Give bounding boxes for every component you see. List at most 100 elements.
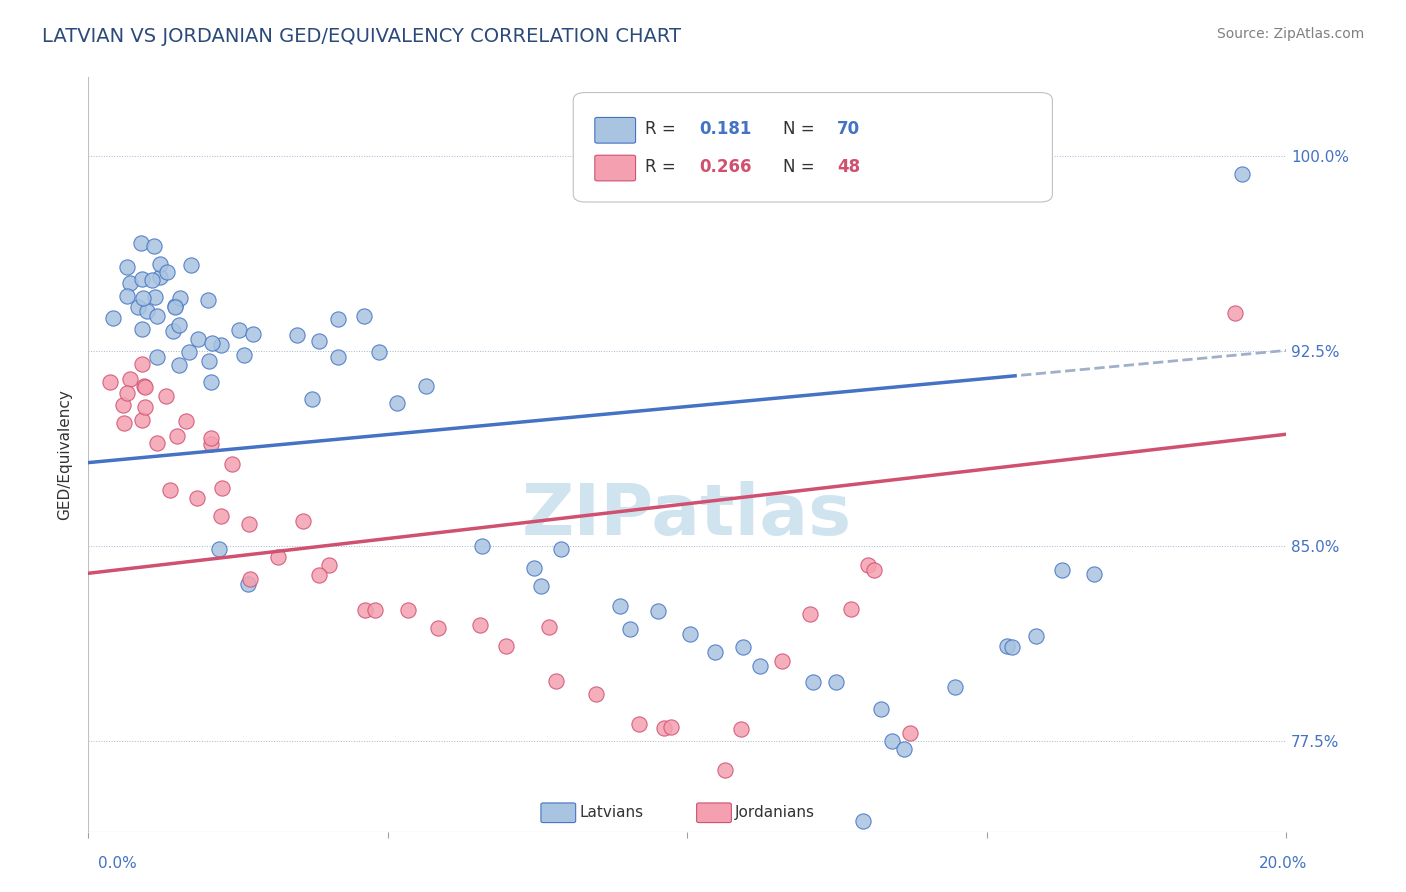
Point xyxy=(198,353,221,368)
Point xyxy=(353,309,375,323)
Point xyxy=(131,357,153,371)
Point xyxy=(228,323,250,337)
Point xyxy=(627,717,650,731)
Point xyxy=(882,734,904,748)
Point xyxy=(1230,167,1253,181)
Point xyxy=(714,763,737,777)
Point xyxy=(301,392,323,407)
Point xyxy=(176,414,198,428)
Point xyxy=(659,720,682,734)
Point xyxy=(146,350,169,364)
Point xyxy=(208,541,231,556)
Point xyxy=(149,269,172,284)
Point xyxy=(165,299,187,313)
Text: ZIPatlas: ZIPatlas xyxy=(522,481,852,549)
Point xyxy=(898,726,921,740)
Point xyxy=(544,673,567,688)
Point xyxy=(146,309,169,323)
Point xyxy=(893,741,915,756)
Y-axis label: GED/Equivalency: GED/Equivalency xyxy=(58,390,72,520)
Point xyxy=(131,322,153,336)
Point xyxy=(141,273,163,287)
Point xyxy=(159,483,181,497)
Point xyxy=(131,412,153,426)
Point xyxy=(730,723,752,737)
Point xyxy=(529,578,551,592)
Point xyxy=(619,622,641,636)
Text: N =: N = xyxy=(783,158,820,176)
Point xyxy=(134,379,156,393)
Point xyxy=(187,332,209,346)
Point xyxy=(239,572,262,586)
Point xyxy=(115,386,138,401)
Point xyxy=(145,435,167,450)
Point xyxy=(856,558,879,572)
FancyBboxPatch shape xyxy=(595,118,636,143)
Point xyxy=(201,335,224,350)
Point xyxy=(863,563,886,577)
Point xyxy=(169,318,191,332)
Point xyxy=(652,721,675,735)
Text: 0.0%: 0.0% xyxy=(98,856,138,871)
Point xyxy=(841,602,863,616)
Text: 0.266: 0.266 xyxy=(699,158,752,176)
Point xyxy=(609,599,631,614)
Point xyxy=(679,627,702,641)
Point xyxy=(292,514,315,528)
Point xyxy=(824,675,846,690)
Point xyxy=(98,375,121,389)
Text: 0.181: 0.181 xyxy=(699,120,751,137)
Point xyxy=(585,687,607,701)
Text: Jordanians: Jordanians xyxy=(735,805,815,821)
Point xyxy=(396,603,419,617)
Point xyxy=(134,380,156,394)
Point xyxy=(156,265,179,279)
FancyBboxPatch shape xyxy=(541,803,575,822)
Point xyxy=(118,372,141,386)
Text: 70: 70 xyxy=(837,120,860,137)
Point xyxy=(155,389,177,403)
Point xyxy=(149,257,172,271)
Text: 48: 48 xyxy=(837,158,860,176)
Point xyxy=(162,324,184,338)
Point xyxy=(943,680,966,694)
FancyBboxPatch shape xyxy=(595,155,636,181)
Point xyxy=(748,659,770,673)
Text: 20.0%: 20.0% xyxy=(1260,856,1308,871)
Point xyxy=(1025,629,1047,643)
Point xyxy=(285,327,308,342)
Point xyxy=(550,541,572,556)
Point xyxy=(233,348,256,362)
Point xyxy=(127,300,149,314)
Point xyxy=(367,345,389,359)
Point xyxy=(1083,566,1105,581)
Text: LATVIAN VS JORDANIAN GED/EQUIVALENCY CORRELATION CHART: LATVIAN VS JORDANIAN GED/EQUIVALENCY COR… xyxy=(42,27,681,45)
Point xyxy=(200,432,222,446)
Text: R =: R = xyxy=(645,158,681,176)
Point xyxy=(143,290,166,304)
Point xyxy=(495,640,517,654)
Point xyxy=(799,607,821,621)
Point xyxy=(169,291,191,305)
Point xyxy=(1223,306,1246,320)
Point xyxy=(308,334,330,348)
Text: N =: N = xyxy=(783,120,820,137)
Point xyxy=(131,272,153,286)
Point xyxy=(236,577,259,591)
Point xyxy=(134,400,156,414)
Point xyxy=(167,358,190,372)
FancyBboxPatch shape xyxy=(574,93,1052,202)
Text: Source: ZipAtlas.com: Source: ZipAtlas.com xyxy=(1216,27,1364,41)
Point xyxy=(426,621,449,635)
Point xyxy=(112,416,135,430)
Point xyxy=(242,327,264,342)
Point xyxy=(326,350,349,364)
Point xyxy=(870,702,893,716)
Point xyxy=(364,603,387,617)
Point xyxy=(471,539,494,553)
Point xyxy=(415,379,437,393)
Point xyxy=(186,491,208,505)
Point xyxy=(647,604,669,618)
Point xyxy=(135,304,157,318)
Point xyxy=(211,481,233,495)
